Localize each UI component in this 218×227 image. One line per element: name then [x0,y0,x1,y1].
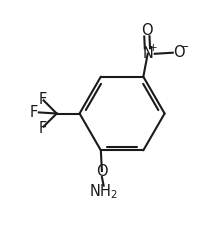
Text: −: − [180,42,190,52]
Text: NH$_2$: NH$_2$ [89,182,118,201]
Text: +: + [149,43,157,53]
Text: O: O [141,23,152,38]
Text: F: F [38,121,47,136]
Text: F: F [30,105,38,120]
Text: F: F [38,92,47,107]
Text: N: N [142,46,153,61]
Text: O: O [174,45,185,60]
Text: O: O [96,163,108,178]
